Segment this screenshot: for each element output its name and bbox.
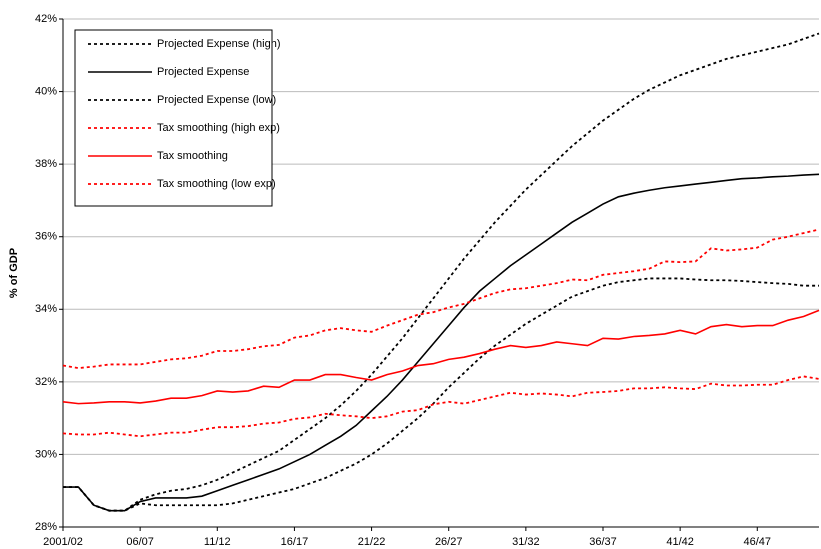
y-tick-label: 32% <box>35 376 57 388</box>
y-axis-title: % of GDP <box>8 248 20 298</box>
series-line <box>63 277 819 512</box>
x-tick-label: 21/22 <box>358 536 386 548</box>
legend-label: Projected Expense (high) <box>157 38 281 50</box>
series-line <box>62 309 820 405</box>
y-tick-label: 28% <box>35 521 57 533</box>
x-tick-label: 2001/02 <box>43 536 83 548</box>
legend: Projected Expense (high) Projected Expens… <box>74 29 281 207</box>
y-tick-label: 42% <box>35 13 57 25</box>
y-tick-label: 40% <box>35 85 57 97</box>
legend-label: Projected Expense <box>157 66 249 78</box>
x-tick-label: 06/07 <box>126 536 154 548</box>
x-tick-label: 11/12 <box>204 536 231 548</box>
series-line <box>62 228 820 369</box>
legend-label: Tax smoothing (low exp) <box>157 178 276 190</box>
legend-label: Tax smoothing (high exp) <box>157 122 280 134</box>
y-tick-label: 36% <box>35 231 57 243</box>
legend-label: Tax smoothing <box>157 150 228 162</box>
x-tick-label: 16/17 <box>281 536 309 548</box>
x-tick-label: 46/47 <box>744 536 772 548</box>
legend-label: Projected Expense (low) <box>157 94 276 106</box>
x-tick-label: 26/27 <box>435 536 463 548</box>
legend-box <box>74 29 273 207</box>
series-line <box>63 173 820 512</box>
x-tick-label: 36/37 <box>589 536 617 548</box>
x-tick-label: 31/32 <box>512 536 540 548</box>
y-tick-label: 30% <box>35 448 57 460</box>
x-tick-label: 41/42 <box>666 536 694 548</box>
y-tick-label: 34% <box>35 303 57 315</box>
series-line <box>63 32 820 512</box>
series-line <box>62 375 820 438</box>
y-tick-label: 38% <box>35 158 57 170</box>
